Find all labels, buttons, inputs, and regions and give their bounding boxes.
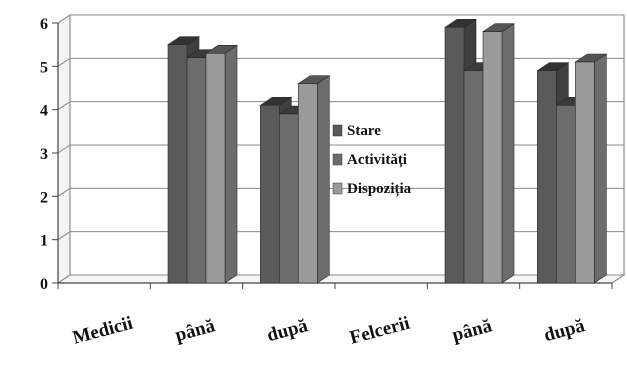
y-tick-label: 2 (40, 189, 48, 206)
bar (260, 105, 280, 284)
x-tick-label: după (265, 315, 311, 346)
bar (186, 57, 207, 284)
gridline (57, 144, 624, 154)
gridline (57, 187, 624, 197)
y-tick-label: 6 (40, 16, 48, 33)
bar (575, 61, 595, 284)
gridline (57, 14, 624, 24)
bar (482, 31, 503, 284)
bar (298, 83, 318, 284)
chart-grid (57, 14, 624, 284)
bar (537, 70, 557, 284)
x-tick-label: Felcerii (347, 313, 412, 349)
gridline (57, 57, 624, 67)
legend: Stare Activități Dispoziția (332, 123, 412, 197)
legend-swatch (332, 182, 343, 195)
bar-side (224, 44, 238, 284)
x-tick-label: Medicii (70, 313, 135, 349)
bar-side (594, 53, 607, 284)
bars (167, 18, 608, 284)
bar-side (501, 23, 515, 284)
bar (205, 53, 226, 284)
gridline (57, 274, 624, 284)
y-tick-label: 5 (40, 59, 48, 76)
x-tick-label: după (542, 315, 588, 346)
y-axis: 0 1 2 3 4 5 6 (40, 16, 59, 293)
y-tick-label: 1 (40, 233, 48, 250)
y-tick-label: 4 (40, 103, 48, 120)
x-tick-label: până (450, 315, 495, 346)
bar (279, 113, 299, 284)
legend-label: Activități (347, 152, 407, 168)
gridline (57, 101, 624, 111)
bar (463, 70, 484, 284)
x-axis: Medicii până după Felcerii până după (57, 282, 613, 349)
bar-side (317, 75, 330, 284)
y-tick-label: 0 (40, 276, 48, 293)
legend-label: Dispoziția (347, 181, 412, 197)
legend-label: Stare (347, 123, 381, 139)
y-tick-label: 3 (40, 146, 48, 163)
bar (556, 105, 576, 284)
gridline (57, 231, 624, 241)
bar (167, 44, 188, 284)
bar (444, 27, 465, 284)
legend-swatch (332, 124, 343, 137)
x-tick-label: până (173, 315, 218, 346)
legend-swatch (332, 153, 343, 166)
